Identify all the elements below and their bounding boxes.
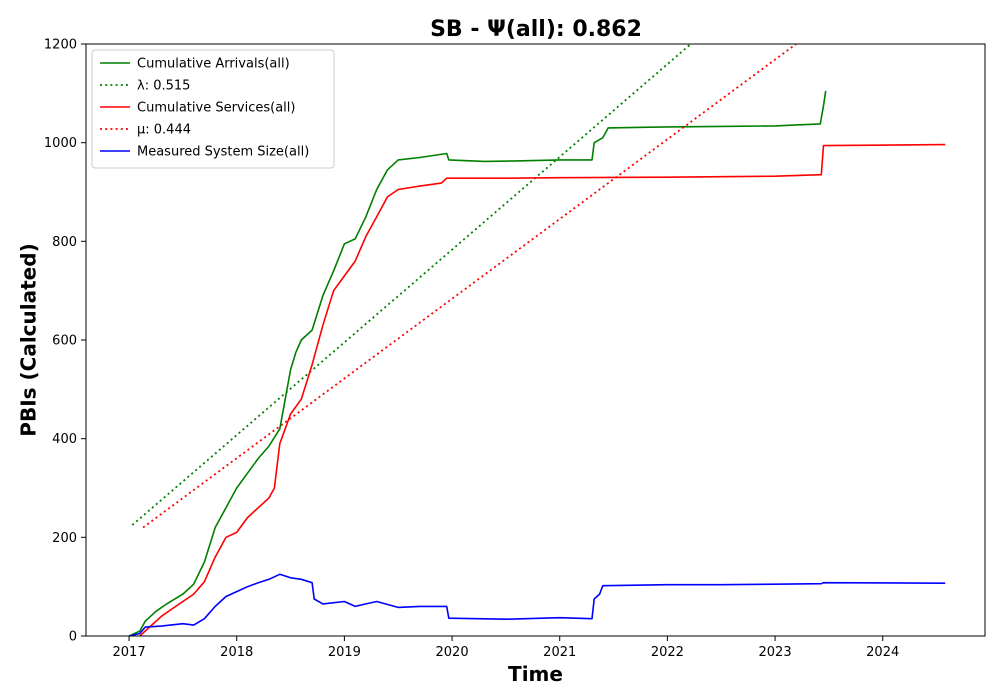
series-line-3 bbox=[142, 44, 798, 529]
y-tick-label: 1000 bbox=[44, 136, 77, 151]
legend-box bbox=[91, 49, 335, 169]
y-tick-label: 600 bbox=[52, 334, 77, 349]
x-axis: 2017 2018 2019 2020 2021 2022 2023 2024 bbox=[113, 636, 899, 660]
x-tick-label: 2021 bbox=[543, 645, 576, 660]
legend-label: λ: 0.515 bbox=[137, 79, 190, 94]
y-tick-label: 0 bbox=[69, 630, 77, 645]
x-tick-label: 2017 bbox=[113, 645, 146, 660]
series-line-4 bbox=[128, 573, 946, 636]
y-tick-label: 200 bbox=[52, 531, 77, 546]
series-line-1 bbox=[131, 44, 693, 526]
x-tick-label: 2020 bbox=[436, 645, 469, 660]
plot-area bbox=[128, 44, 946, 636]
y-axis: 0 200 400 600 800 1000 1200 bbox=[44, 38, 86, 645]
legend-label: Cumulative Services(all) bbox=[137, 101, 295, 116]
y-axis-label: PBIs (Calculated) bbox=[17, 243, 41, 436]
y-tick-label: 1200 bbox=[44, 38, 77, 53]
series-line-0 bbox=[128, 90, 827, 636]
legend-label: Measured System Size(all) bbox=[137, 145, 309, 160]
x-tick-label: 2023 bbox=[759, 645, 792, 660]
x-tick-label: 2018 bbox=[220, 645, 253, 660]
legend-label: μ: 0.444 bbox=[137, 123, 191, 138]
y-tick-label: 400 bbox=[52, 432, 77, 447]
x-axis-label: Time bbox=[508, 662, 563, 686]
x-tick-label: 2024 bbox=[866, 645, 899, 660]
legend-label: Cumulative Arrivals(all) bbox=[137, 57, 290, 72]
series-line-2 bbox=[139, 143, 946, 636]
x-tick-label: 2022 bbox=[651, 645, 684, 660]
x-tick-label: 2019 bbox=[328, 645, 361, 660]
y-tick-label: 800 bbox=[52, 235, 77, 250]
legend: Cumulative Arrivals(all) λ: 0.515 Cumulati… bbox=[91, 49, 335, 169]
chart-title: SB - Ψ(all): 0.862 bbox=[430, 17, 642, 42]
